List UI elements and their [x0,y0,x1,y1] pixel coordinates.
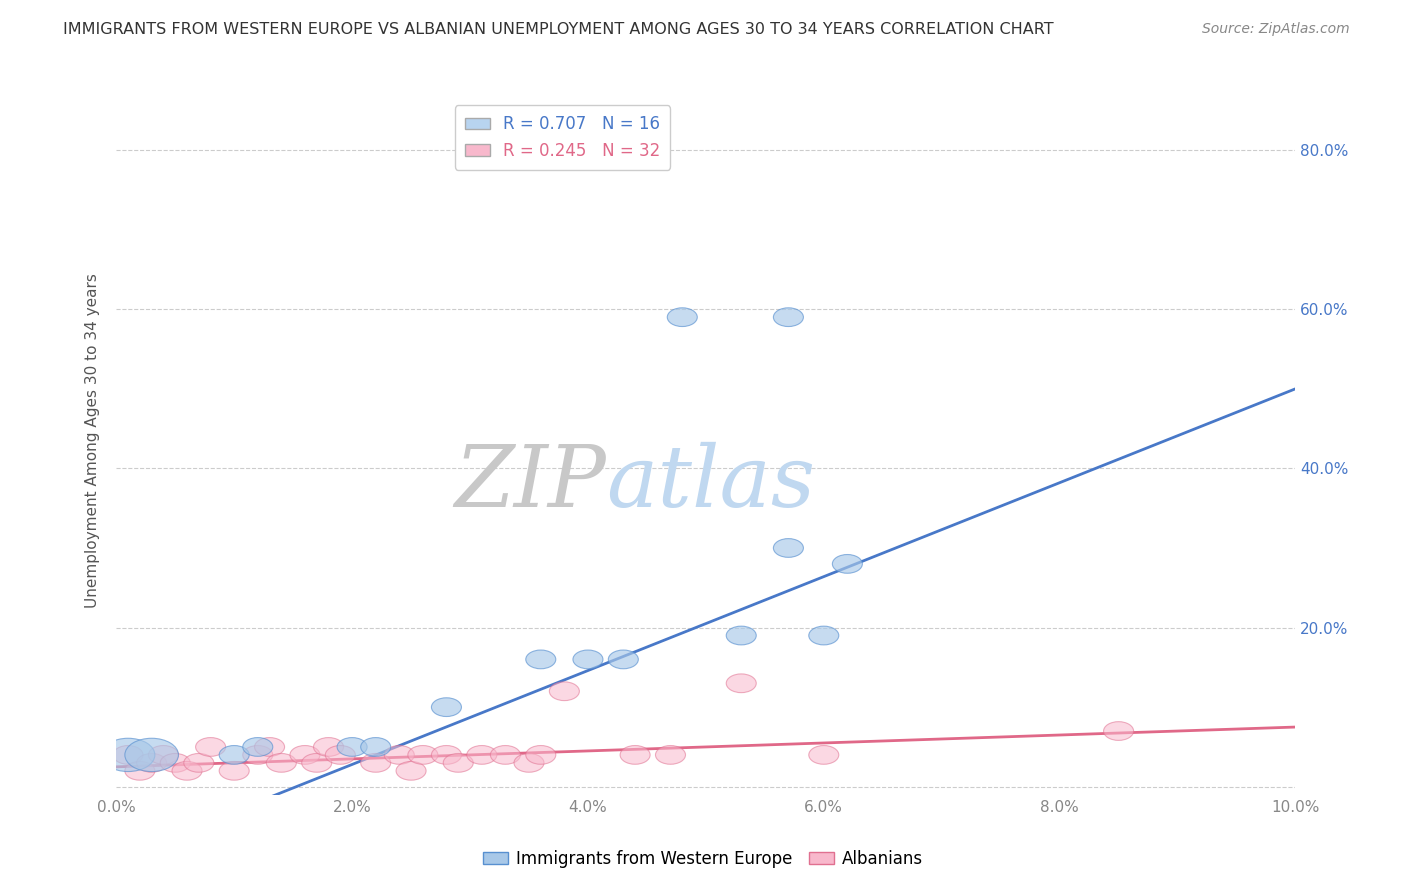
Ellipse shape [467,746,496,764]
Text: Source: ZipAtlas.com: Source: ZipAtlas.com [1202,22,1350,37]
Ellipse shape [337,738,367,756]
Ellipse shape [314,738,343,756]
Ellipse shape [515,754,544,772]
Ellipse shape [172,762,202,780]
Ellipse shape [384,746,415,764]
Ellipse shape [396,762,426,780]
Ellipse shape [149,746,179,764]
Ellipse shape [254,738,284,756]
Ellipse shape [184,754,214,772]
Ellipse shape [219,746,249,764]
Ellipse shape [243,738,273,756]
Ellipse shape [550,681,579,700]
Ellipse shape [572,650,603,669]
Ellipse shape [112,746,143,764]
Ellipse shape [195,738,225,756]
Ellipse shape [408,746,437,764]
Ellipse shape [526,746,555,764]
Ellipse shape [443,754,474,772]
Ellipse shape [243,746,273,764]
Ellipse shape [266,754,297,772]
Ellipse shape [361,738,391,756]
Ellipse shape [526,650,555,669]
Ellipse shape [609,650,638,669]
Ellipse shape [808,626,839,645]
Ellipse shape [432,698,461,716]
Legend: R = 0.707   N = 16, R = 0.245   N = 32: R = 0.707 N = 16, R = 0.245 N = 32 [454,105,671,169]
Ellipse shape [491,746,520,764]
Text: atlas: atlas [606,442,814,524]
Ellipse shape [302,754,332,772]
Ellipse shape [620,746,650,764]
Ellipse shape [325,746,356,764]
Text: IMMIGRANTS FROM WESTERN EUROPE VS ALBANIAN UNEMPLOYMENT AMONG AGES 30 TO 34 YEAR: IMMIGRANTS FROM WESTERN EUROPE VS ALBANI… [63,22,1054,37]
Ellipse shape [1104,722,1133,740]
Ellipse shape [773,308,803,326]
Ellipse shape [160,754,190,772]
Ellipse shape [125,762,155,780]
Ellipse shape [101,739,155,772]
Ellipse shape [432,746,461,764]
Ellipse shape [727,626,756,645]
Ellipse shape [655,746,686,764]
Ellipse shape [361,754,391,772]
Legend: Immigrants from Western Europe, Albanians: Immigrants from Western Europe, Albanian… [475,844,931,875]
Ellipse shape [125,739,179,772]
Text: ZIP: ZIP [454,442,606,524]
Ellipse shape [219,762,249,780]
Ellipse shape [808,746,839,764]
Ellipse shape [832,555,862,574]
Ellipse shape [668,308,697,326]
Ellipse shape [290,746,321,764]
Ellipse shape [136,754,167,772]
Ellipse shape [727,674,756,693]
Ellipse shape [773,539,803,558]
Y-axis label: Unemployment Among Ages 30 to 34 years: Unemployment Among Ages 30 to 34 years [86,273,100,608]
